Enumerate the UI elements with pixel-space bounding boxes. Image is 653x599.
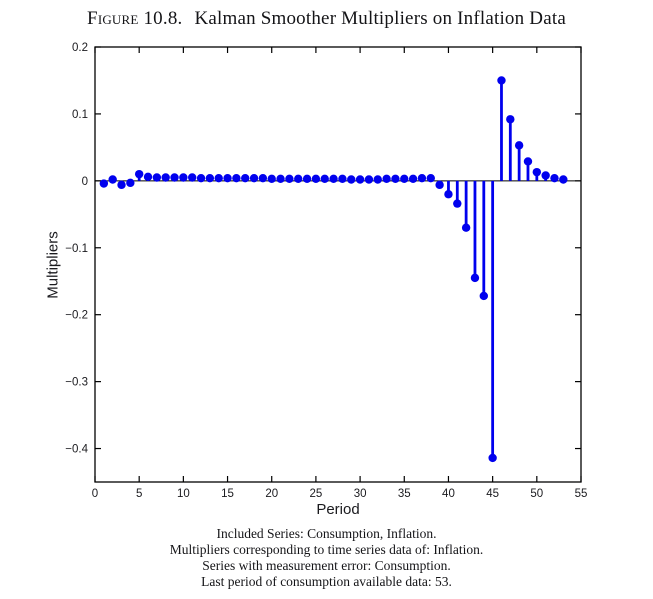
stem-marker [417, 173, 427, 183]
stem-marker [400, 174, 409, 184]
y-axis-label: Multipliers [44, 231, 62, 299]
stem-marker [497, 76, 506, 85]
y-tick-label: 0.2 [72, 42, 88, 54]
caption-line-4: Last period of consumption available dat… [201, 574, 452, 589]
stem-marker [532, 167, 542, 177]
stem-marker [541, 171, 550, 180]
stem-marker [143, 172, 153, 182]
stem-marker [479, 291, 488, 301]
stem-marker [223, 173, 232, 183]
x-tick-label: 20 [265, 488, 278, 500]
y-tick-label: −0.3 [65, 377, 88, 389]
stem-marker [347, 175, 356, 184]
y-tick-label: 0 [82, 176, 88, 188]
stem-marker [232, 173, 241, 183]
stem-marker [320, 174, 329, 184]
stem-marker [355, 175, 365, 184]
stem-marker [311, 174, 321, 184]
stem-marker [249, 173, 259, 183]
x-tick-label: 0 [92, 488, 98, 500]
stem-marker [152, 173, 162, 182]
stem-marker [523, 157, 533, 166]
y-tick-label: −0.2 [65, 310, 88, 322]
caption-line-3: Series with measurement error: Consumpti… [202, 558, 451, 573]
stem-marker [126, 178, 135, 188]
stem-marker [170, 173, 179, 182]
figure-title-label: Figure [87, 8, 139, 29]
figure-title: Figure 10.8. Kalman Smoother Multipliers… [0, 8, 653, 30]
stem-marker [196, 173, 206, 183]
stem-marker [373, 175, 382, 184]
y-tick-label: 0.1 [72, 109, 88, 121]
stem-marker [391, 174, 400, 184]
y-tick-label: −0.1 [65, 243, 88, 255]
stem-marker [99, 179, 109, 188]
figure-title-number: 10.8. [143, 8, 183, 29]
x-tick-label: 5 [136, 488, 142, 500]
stem-marker [179, 173, 188, 182]
stem-marker [294, 174, 303, 184]
stem-marker [134, 169, 144, 179]
stem-marker [338, 174, 347, 184]
x-tick-label: 45 [486, 488, 499, 500]
stem-marker [214, 173, 223, 183]
stem-marker [382, 174, 391, 184]
x-tick-label: 15 [221, 488, 234, 500]
stem-marker [258, 173, 268, 183]
caption-line-1: Included Series: Consumption, Inflation. [216, 526, 437, 541]
stem-marker [188, 173, 197, 182]
x-tick-label: 55 [575, 488, 588, 500]
stem-marker [426, 173, 435, 183]
stem-marker [117, 180, 126, 190]
figure-title-text: Kalman Smoother Multipliers on Inflation… [194, 8, 566, 29]
stem-marker [514, 141, 524, 150]
y-tick-label: −0.4 [65, 444, 88, 456]
stem-marker [205, 173, 215, 183]
stem-marker [267, 174, 276, 184]
stem-marker [506, 115, 515, 124]
x-tick-label: 30 [354, 488, 367, 500]
stem-marker [329, 174, 338, 184]
x-tick-label: 25 [310, 488, 323, 500]
stem-marker [444, 190, 453, 199]
x-tick-label: 10 [177, 488, 190, 500]
stem-marker [559, 175, 568, 184]
stem-marker [470, 273, 480, 283]
x-tick-label: 35 [398, 488, 411, 500]
stem-marker [241, 173, 250, 183]
stem-marker [453, 199, 462, 208]
stem-marker [276, 174, 285, 184]
x-tick-label: 40 [442, 488, 455, 500]
x-tick-label: 50 [530, 488, 543, 500]
stem-marker [161, 173, 170, 182]
axis-box [94, 46, 582, 483]
stem-marker [550, 173, 559, 183]
stem-marker [302, 174, 312, 184]
stem-marker [488, 453, 497, 463]
figure-caption: Included Series: Consumption, Inflation.… [0, 526, 653, 590]
stem-marker [364, 175, 374, 184]
stem-marker [461, 223, 471, 232]
caption-line-2: Multipliers corresponding to time series… [169, 542, 484, 557]
x-axis-label: Period [316, 501, 360, 518]
stem-marker [408, 174, 418, 184]
stem-marker [108, 175, 117, 184]
stem-marker [435, 180, 444, 190]
stem-marker [285, 174, 294, 184]
